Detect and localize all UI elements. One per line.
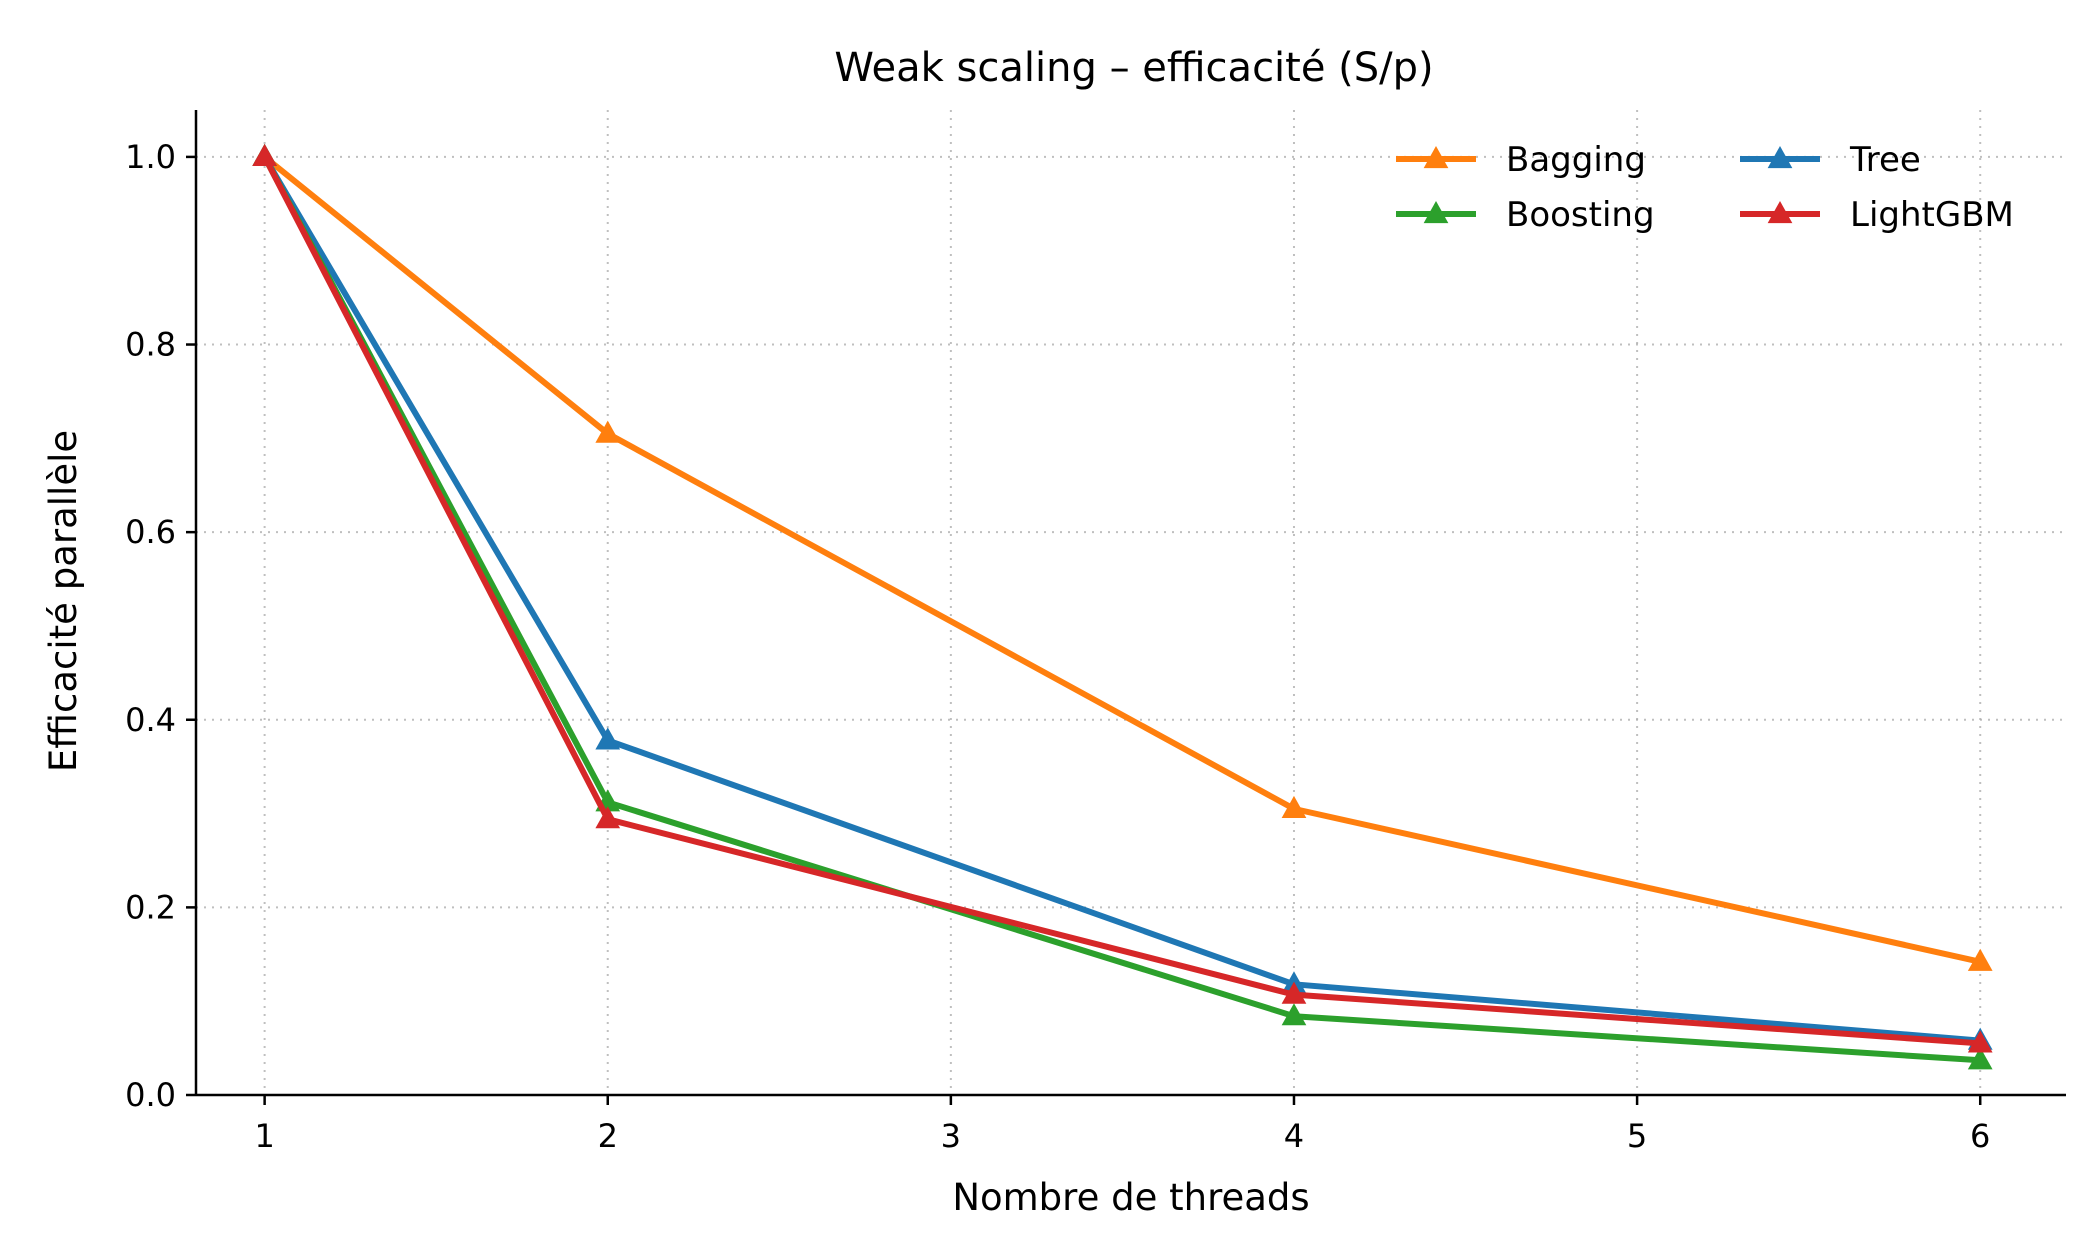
y-tick-label: 0.8: [125, 326, 176, 364]
data-point-marker: [595, 727, 621, 750]
axes: [194, 110, 2066, 1097]
x-tick-label: 4: [1284, 1117, 1304, 1155]
data-point-marker: [595, 806, 621, 829]
x-tick-label: 2: [598, 1117, 618, 1155]
y-tick-label: 0.2: [125, 888, 176, 926]
data-point-marker: [1281, 795, 1307, 818]
legend-swatch-marker: [1767, 201, 1793, 224]
legend-label: Bagging: [1506, 140, 1646, 180]
series-lightgbm: [252, 143, 1993, 1053]
y-tick-label: 0.6: [125, 513, 176, 551]
x-tick-label: 3: [941, 1117, 961, 1155]
legend-label: Tree: [1849, 140, 1921, 180]
y-tick-label: 0.0: [125, 1076, 176, 1114]
data-point-marker: [1967, 948, 1993, 971]
x-axis-label: Nombre de threads: [952, 1176, 1309, 1219]
legend-swatch-marker: [1423, 146, 1449, 169]
series-line-lightgbm: [261, 153, 1984, 1047]
legend-item-bagging: Bagging: [1396, 140, 1646, 180]
legend-label: LightGBM: [1850, 195, 2014, 235]
y-tick-label: 0.4: [125, 701, 176, 739]
x-tick-label: 6: [1970, 1117, 1990, 1155]
data-point-marker: [595, 420, 621, 443]
x-tick-label: 5: [1627, 1117, 1647, 1155]
legend-swatch-marker: [1423, 201, 1449, 224]
y-tick-label: 1.0: [125, 138, 176, 176]
chart-title: Weak scaling – efficacité (S/p): [834, 45, 1433, 91]
data-point-marker: [1281, 1003, 1307, 1026]
legend-swatch-marker: [1767, 146, 1793, 169]
x-tick-label: 1: [254, 1117, 274, 1155]
series-line-tree: [261, 153, 1984, 1044]
data-point-marker: [1967, 1047, 1993, 1070]
series: [252, 143, 1993, 1070]
data-point-marker: [252, 143, 277, 167]
legend-item-boosting: Boosting: [1396, 195, 1655, 235]
series-bagging: [252, 143, 1993, 971]
legend: Bagging Tree Boosting LightGBM: [1396, 140, 2014, 235]
legend-item-tree: Tree: [1740, 140, 1921, 180]
series-line-bagging: [261, 153, 1984, 965]
legend-label: Boosting: [1506, 195, 1655, 235]
ticks: 1 2 3 4 5 6 0.0 0.2 0.4 0.6 0.8 1.0: [125, 138, 1990, 1155]
data-point-marker: [1281, 981, 1307, 1004]
y-axis-label: Efficacité parallèle: [42, 430, 85, 772]
data-point-marker: [1967, 1030, 1993, 1053]
legend-item-lightgbm: LightGBM: [1740, 195, 2014, 235]
